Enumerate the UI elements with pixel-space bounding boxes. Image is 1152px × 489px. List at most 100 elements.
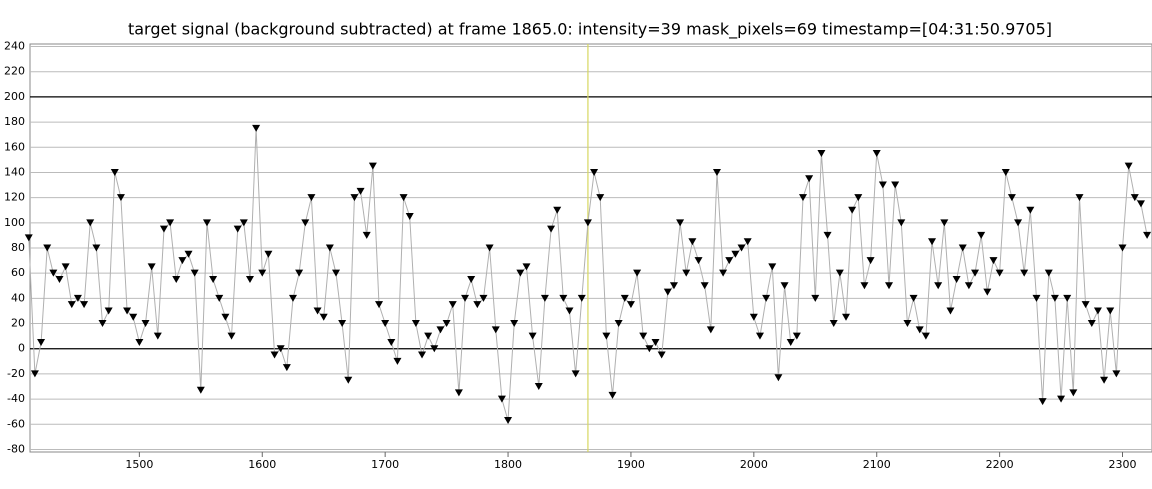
marker xyxy=(1081,301,1090,309)
marker xyxy=(37,338,46,346)
marker xyxy=(123,307,132,315)
marker xyxy=(24,234,33,242)
marker xyxy=(442,320,451,328)
marker xyxy=(362,231,371,239)
marker xyxy=(258,269,267,277)
marker xyxy=(92,244,101,252)
marker xyxy=(485,244,494,252)
marker xyxy=(792,332,801,340)
marker xyxy=(80,301,89,309)
marker xyxy=(202,219,211,227)
y-tick-label: 180 xyxy=(4,115,25,128)
marker xyxy=(1038,398,1047,406)
marker xyxy=(885,282,894,290)
marker xyxy=(461,294,470,302)
marker xyxy=(178,257,187,265)
marker xyxy=(1044,269,1053,277)
y-tick-label: -40 xyxy=(7,392,25,405)
marker xyxy=(1136,200,1145,208)
y-tick-label: 0 xyxy=(18,342,25,355)
marker xyxy=(1124,162,1133,170)
marker xyxy=(252,124,261,132)
marker xyxy=(663,288,672,296)
marker xyxy=(534,383,543,391)
marker xyxy=(1069,389,1078,397)
y-tick-label: 40 xyxy=(11,291,25,304)
marker xyxy=(479,294,488,302)
x-tick-label: 2100 xyxy=(863,458,891,471)
y-tick-label: 20 xyxy=(11,317,25,330)
marker xyxy=(706,326,715,334)
marker xyxy=(239,219,248,227)
marker xyxy=(295,269,304,277)
marker xyxy=(332,269,340,277)
marker xyxy=(842,313,850,321)
marker xyxy=(141,320,150,328)
x-tick-label: 2200 xyxy=(986,458,1014,471)
marker xyxy=(817,150,826,158)
marker xyxy=(774,374,783,382)
marker xyxy=(110,168,119,176)
marker xyxy=(921,332,930,340)
marker xyxy=(737,244,746,252)
marker xyxy=(780,282,789,290)
marker xyxy=(276,345,285,353)
marker xyxy=(528,332,537,340)
marker xyxy=(1087,320,1096,328)
marker xyxy=(590,168,599,176)
marker xyxy=(553,206,562,214)
marker xyxy=(596,194,605,202)
marker xyxy=(682,269,691,277)
marker xyxy=(1026,206,1035,214)
marker xyxy=(387,338,396,346)
x-tick-label: 2300 xyxy=(1109,458,1137,471)
marker xyxy=(866,257,875,265)
marker xyxy=(768,263,777,271)
marker xyxy=(762,294,771,302)
y-tick-label: 120 xyxy=(4,191,25,204)
marker xyxy=(903,320,912,328)
x-tick-label: 1700 xyxy=(371,458,399,471)
marker xyxy=(104,307,113,315)
marker xyxy=(116,194,125,202)
marker xyxy=(645,345,654,353)
marker xyxy=(418,351,427,359)
marker xyxy=(135,338,144,346)
marker xyxy=(522,263,531,271)
x-tick-label: 1900 xyxy=(617,458,645,471)
marker xyxy=(313,307,322,315)
marker xyxy=(1020,269,1029,277)
marker xyxy=(227,332,236,340)
marker xyxy=(1063,294,1072,302)
marker xyxy=(319,313,328,321)
marker xyxy=(755,332,764,340)
marker xyxy=(49,269,58,277)
marker xyxy=(350,194,359,202)
marker xyxy=(835,269,844,277)
x-tick-label: 2000 xyxy=(740,458,768,471)
marker xyxy=(1050,294,1059,302)
marker xyxy=(1130,194,1139,202)
marker xyxy=(264,250,273,258)
marker xyxy=(1057,395,1066,403)
marker xyxy=(504,417,513,425)
y-tick-label: 160 xyxy=(4,140,25,153)
marker xyxy=(43,244,52,252)
marker xyxy=(848,206,857,214)
marker xyxy=(147,263,156,271)
marker xyxy=(811,294,820,302)
marker xyxy=(436,326,445,334)
marker xyxy=(129,313,138,321)
marker xyxy=(977,231,986,239)
marker xyxy=(245,275,254,283)
marker xyxy=(614,320,623,328)
marker xyxy=(958,244,967,252)
marker xyxy=(172,275,181,283)
marker xyxy=(448,301,457,309)
marker xyxy=(393,357,402,365)
marker xyxy=(282,364,291,372)
marker xyxy=(891,181,900,189)
marker xyxy=(608,391,617,399)
marker xyxy=(73,294,82,302)
